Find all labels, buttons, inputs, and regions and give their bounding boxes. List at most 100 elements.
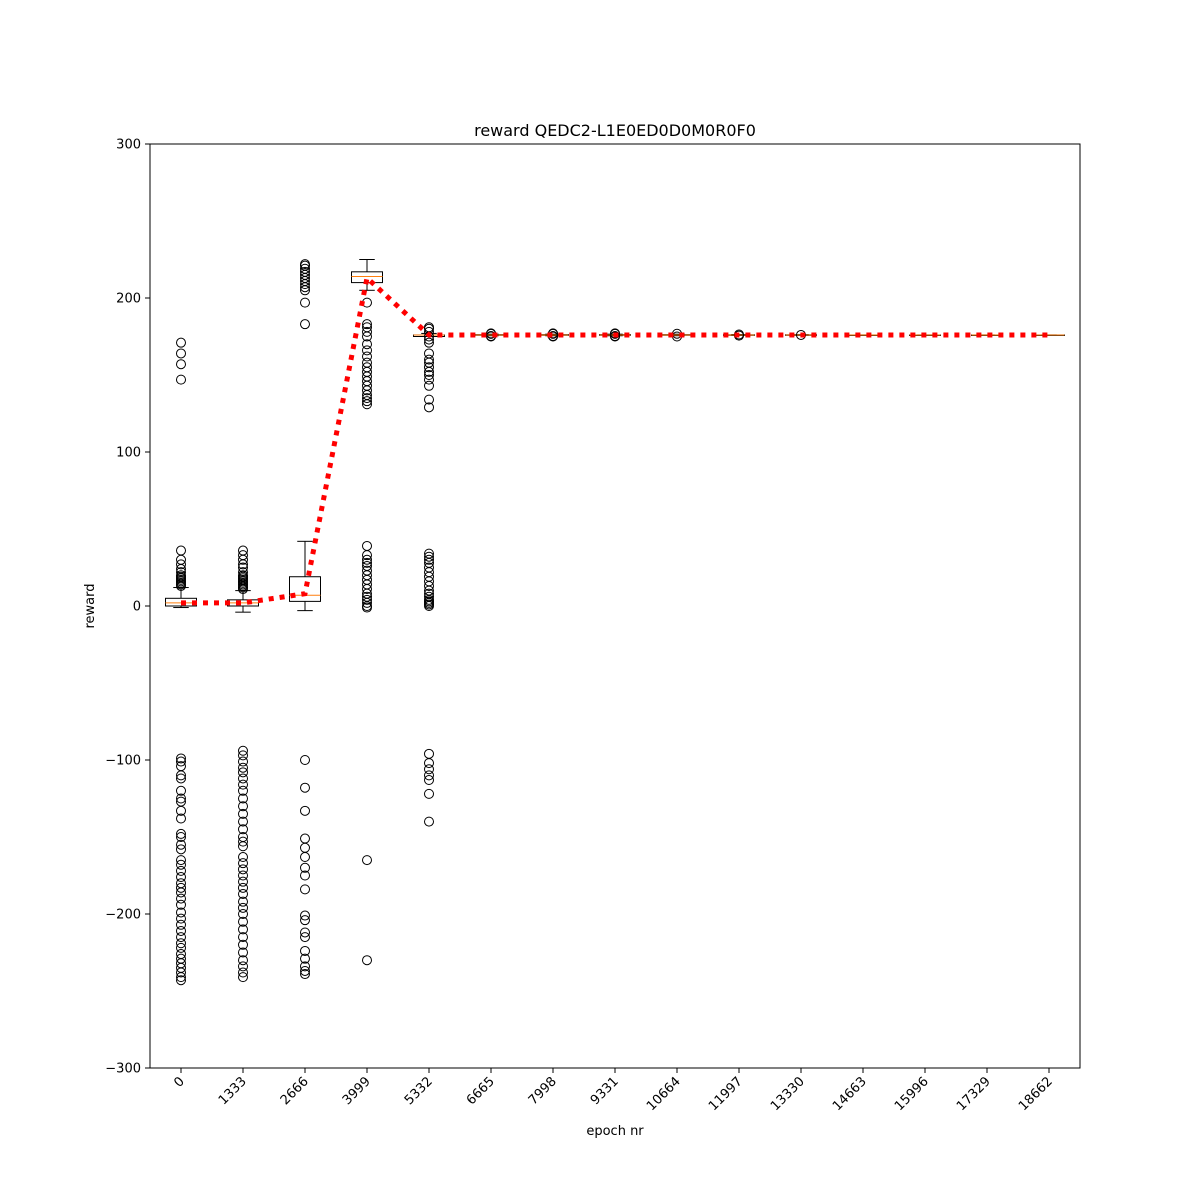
flier-point — [300, 755, 310, 765]
flier-point — [176, 907, 186, 918]
flier-point — [796, 329, 806, 340]
flier-point — [238, 567, 248, 578]
flier-point — [300, 884, 310, 895]
flier-point — [238, 858, 248, 869]
flier-point — [176, 844, 186, 855]
flier-point — [176, 813, 186, 824]
flier-point — [176, 919, 186, 930]
flier-point — [176, 348, 186, 359]
flier-point — [176, 865, 186, 876]
flier-point — [424, 591, 434, 602]
flier-point — [176, 887, 186, 898]
flier-point — [238, 882, 248, 893]
flier-point — [176, 359, 186, 370]
x-axis-label: epoch nr — [586, 1124, 644, 1139]
flier-point — [362, 393, 372, 404]
flier-point — [362, 855, 372, 866]
flier-point — [176, 773, 186, 784]
flier-point — [176, 855, 186, 866]
flier-point — [176, 839, 186, 850]
flier-point — [424, 816, 434, 827]
flier-point — [362, 565, 372, 576]
flier-point — [424, 548, 434, 559]
flier-point — [176, 925, 186, 936]
flier-point — [238, 888, 248, 899]
flier-point — [238, 924, 248, 935]
y-tick-label: 300 — [116, 138, 141, 153]
flier-point — [362, 319, 372, 330]
box-5332 — [413, 322, 445, 827]
flier-point — [362, 326, 372, 337]
flier-point — [300, 263, 310, 274]
flier-point — [176, 756, 186, 767]
flier-point — [176, 559, 186, 570]
mean-line-series-0 — [181, 273, 1049, 606]
y-axis: −300 −200 −100 0 100 200 300 — [105, 138, 150, 1077]
flier-point — [238, 852, 248, 863]
flier-point — [362, 560, 372, 571]
flier-point — [424, 562, 434, 573]
flier-point — [238, 972, 248, 983]
flier-point — [300, 259, 310, 270]
flier-point — [176, 337, 186, 348]
flier-point — [300, 910, 310, 921]
flier-point — [424, 354, 434, 365]
flier-point — [238, 841, 248, 852]
flier-point — [176, 793, 186, 804]
flier-point — [238, 801, 248, 812]
box-body — [289, 576, 321, 602]
flier-point — [300, 915, 310, 926]
flier-point — [362, 322, 372, 333]
flier-point — [424, 588, 434, 599]
flier-point — [238, 750, 248, 761]
box-14663 — [847, 334, 879, 336]
flier-point — [424, 764, 434, 775]
flier-point — [238, 967, 248, 978]
flier-point — [238, 955, 248, 966]
flier-point — [300, 965, 310, 976]
flier-point — [238, 876, 248, 887]
flier-point — [424, 374, 434, 385]
flier-point — [300, 945, 310, 956]
flier-point — [238, 762, 248, 773]
flier-point — [238, 932, 248, 943]
flier-point — [300, 852, 310, 863]
flier-point — [362, 591, 372, 602]
flier-point — [362, 554, 372, 565]
flier-point — [424, 770, 434, 781]
flier-point — [362, 594, 372, 605]
flier-point — [300, 297, 310, 308]
flier-point — [362, 540, 372, 551]
flier-point — [300, 961, 310, 972]
flier-point — [238, 570, 248, 581]
flier-point — [238, 808, 248, 819]
flier-point — [238, 562, 248, 573]
flier-point — [610, 328, 620, 339]
flier-point — [238, 836, 248, 847]
flier-point — [238, 545, 248, 556]
flier-point — [424, 370, 434, 380]
flier-point — [238, 909, 248, 919]
flier-point — [424, 380, 434, 391]
flier-point — [176, 893, 186, 904]
y-tick-label: 100 — [116, 446, 141, 461]
flier-point — [238, 793, 248, 804]
box-17329 — [971, 334, 1003, 336]
flier-point — [424, 337, 434, 348]
flier-point — [176, 967, 186, 978]
flier-point — [362, 351, 372, 362]
flier-point — [176, 567, 186, 578]
flier-point — [238, 896, 248, 907]
flier-point — [300, 805, 310, 816]
flier-point — [362, 345, 372, 356]
flier-point — [176, 570, 186, 581]
flier-point — [238, 550, 248, 561]
flier-point — [176, 942, 186, 953]
flier-point — [424, 362, 434, 373]
chart-title: reward QEDC2-L1E0ED0D0M0R0F0 — [474, 121, 756, 140]
flier-point — [300, 862, 310, 873]
flier-point — [176, 975, 186, 986]
flier-point — [362, 396, 372, 407]
